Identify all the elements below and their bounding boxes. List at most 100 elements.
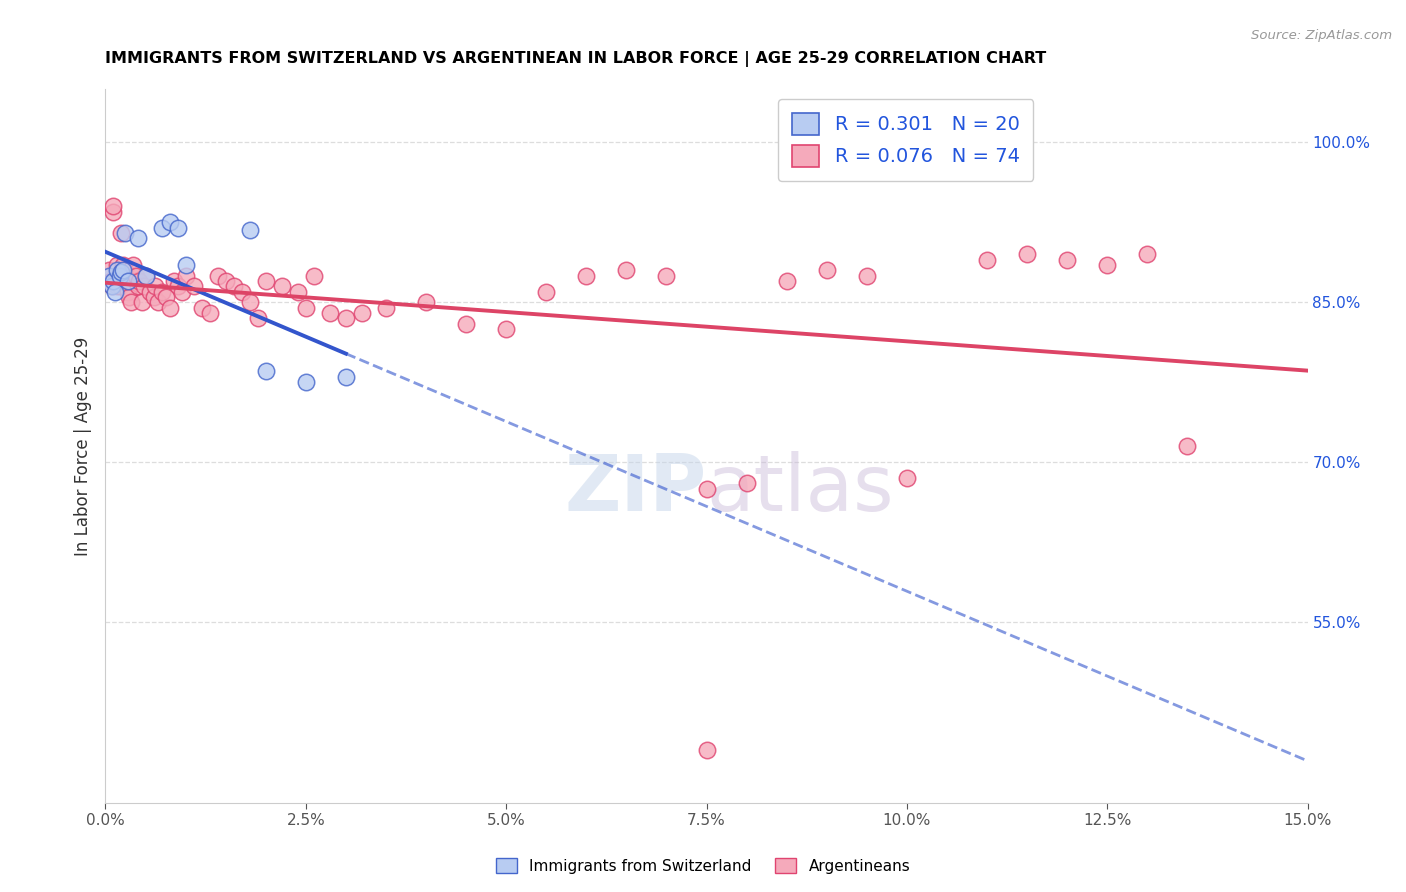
Text: atlas: atlas — [707, 450, 894, 527]
Point — [456, 317, 478, 331]
Point — [214, 274, 236, 288]
Point — [270, 279, 292, 293]
Point — [696, 742, 718, 756]
Point — [103, 199, 125, 213]
Point — [112, 263, 135, 277]
Text: Source: ZipAtlas.com: Source: ZipAtlas.com — [1251, 29, 1392, 43]
Point — [246, 311, 269, 326]
Point — [142, 290, 165, 304]
Point — [495, 322, 517, 336]
Point — [112, 258, 135, 272]
Point — [231, 285, 253, 299]
Legend: Immigrants from Switzerland, Argentineans: Immigrants from Switzerland, Argentinean… — [489, 852, 917, 880]
Text: IMMIGRANTS FROM SWITZERLAND VS ARGENTINEAN IN LABOR FORCE | AGE 25-29 CORRELATIO: IMMIGRANTS FROM SWITZERLAND VS ARGENTINE… — [105, 51, 1046, 67]
Point — [107, 263, 129, 277]
Point — [174, 268, 197, 283]
Point — [108, 279, 131, 293]
Point — [1136, 247, 1159, 261]
Point — [128, 274, 150, 288]
Point — [150, 285, 173, 299]
Point — [190, 301, 212, 315]
Point — [118, 274, 141, 288]
Point — [976, 252, 998, 267]
Point — [295, 375, 318, 389]
Point — [855, 268, 877, 283]
Point — [815, 263, 838, 277]
Point — [575, 268, 598, 283]
Point — [127, 279, 149, 293]
Point — [415, 295, 437, 310]
Point — [105, 279, 128, 293]
Point — [114, 263, 136, 277]
Point — [534, 285, 557, 299]
Point — [132, 279, 155, 293]
Point — [159, 215, 181, 229]
Point — [131, 295, 153, 310]
Point — [135, 268, 157, 283]
Point — [103, 274, 125, 288]
Point — [100, 274, 122, 288]
Point — [374, 301, 398, 315]
Point — [127, 231, 149, 245]
Point — [110, 265, 132, 279]
Point — [254, 274, 277, 288]
Point — [295, 301, 318, 315]
Y-axis label: In Labor Force | Age 25-29: In Labor Force | Age 25-29 — [73, 336, 91, 556]
Point — [776, 274, 799, 288]
Point — [1056, 252, 1078, 267]
Point — [174, 258, 197, 272]
Point — [335, 369, 357, 384]
Point — [103, 204, 125, 219]
Point — [155, 290, 177, 304]
Point — [98, 268, 121, 283]
Point — [335, 311, 357, 326]
Point — [98, 263, 121, 277]
Point — [350, 306, 373, 320]
Legend: R = 0.301   N = 20, R = 0.076   N = 74: R = 0.301 N = 20, R = 0.076 N = 74 — [779, 99, 1033, 181]
Point — [143, 279, 166, 293]
Point — [120, 295, 142, 310]
Point — [138, 285, 160, 299]
Point — [114, 274, 136, 288]
Point — [319, 306, 342, 320]
Text: ZIP: ZIP — [564, 450, 707, 527]
Point — [183, 279, 205, 293]
Point — [110, 226, 132, 240]
Point — [166, 220, 188, 235]
Point — [118, 290, 141, 304]
Point — [159, 301, 181, 315]
Point — [114, 226, 136, 240]
Point — [896, 471, 918, 485]
Point — [222, 279, 245, 293]
Point — [107, 268, 129, 283]
Point — [101, 279, 124, 293]
Point — [735, 476, 758, 491]
Point — [302, 268, 325, 283]
Point — [1097, 258, 1119, 272]
Point — [135, 268, 157, 283]
Point — [239, 223, 262, 237]
Point — [101, 279, 124, 293]
Point — [104, 285, 127, 299]
Point — [104, 274, 127, 288]
Point — [117, 274, 139, 288]
Point — [287, 285, 309, 299]
Point — [146, 295, 169, 310]
Point — [239, 295, 262, 310]
Point — [166, 279, 188, 293]
Point — [1015, 247, 1038, 261]
Point — [162, 274, 184, 288]
Point — [655, 268, 678, 283]
Point — [150, 220, 173, 235]
Point — [207, 268, 229, 283]
Point — [117, 285, 139, 299]
Point — [107, 258, 129, 272]
Point — [122, 258, 145, 272]
Point — [170, 285, 193, 299]
Point — [198, 306, 221, 320]
Point — [108, 268, 131, 283]
Point — [696, 482, 718, 496]
Point — [254, 364, 277, 378]
Point — [1175, 439, 1198, 453]
Point — [616, 263, 638, 277]
